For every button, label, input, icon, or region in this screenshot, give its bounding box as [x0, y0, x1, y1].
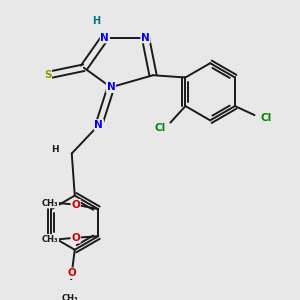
Text: Cl: Cl	[154, 123, 166, 133]
Text: O: O	[71, 200, 80, 210]
Text: H: H	[92, 16, 100, 26]
Text: O: O	[68, 268, 76, 278]
Text: CH₃: CH₃	[62, 294, 79, 300]
Text: Cl: Cl	[260, 113, 272, 123]
Text: N: N	[94, 120, 103, 130]
Text: CH₃: CH₃	[42, 235, 58, 244]
Text: S: S	[44, 70, 51, 80]
Text: N: N	[141, 33, 150, 43]
Text: H: H	[51, 146, 59, 154]
Text: CH₃: CH₃	[42, 199, 58, 208]
Text: N: N	[106, 82, 115, 92]
Text: N: N	[100, 33, 109, 43]
Text: O: O	[71, 233, 80, 243]
